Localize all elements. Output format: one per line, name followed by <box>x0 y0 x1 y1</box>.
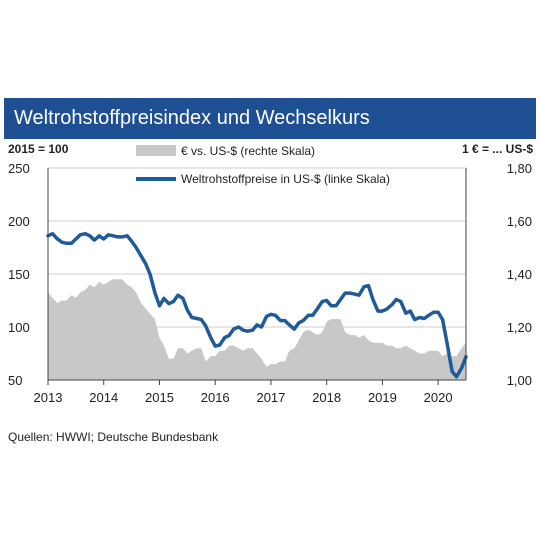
x-tick-label: 2016 <box>201 390 230 405</box>
x-tick-label: 2015 <box>145 390 174 405</box>
y-right-tick-label: 1,00 <box>507 373 532 388</box>
y-left-tick-label: 100 <box>8 320 30 335</box>
axes: 50 100 150 200 250 1,00 1,20 1,40 1,60 1,80 2013 20… <box>8 161 532 405</box>
chart-title: Weltrohstoffpreisindex und Wechselkurs <box>14 107 370 129</box>
chart-title-bar: Weltrohstoffpreisindex und Wechselkurs <box>4 98 536 139</box>
y-left-tick-label: 200 <box>8 214 30 229</box>
legend-label-eur-usd: € vs. US-$ (rechte Skala) <box>181 144 315 158</box>
x-tick-label: 2014 <box>89 390 118 405</box>
commodity-price-line <box>46 231 468 379</box>
legend-swatch-eur-usd <box>136 145 176 156</box>
y-right-tick-label: 1,60 <box>507 214 532 229</box>
x-tick-label: 2013 <box>34 390 63 405</box>
eur-usd-area <box>48 279 466 380</box>
y-right-tick-label: 1,80 <box>507 161 532 176</box>
source-note: Quellen: HWWI; Deutsche Bundesbank <box>8 430 219 444</box>
y-left-tick-label: 150 <box>8 267 30 282</box>
commodity-line-layer <box>46 231 468 379</box>
y-left-tick-label: 50 <box>8 373 22 388</box>
left-axis-unit-note: 2015 = 100 <box>8 142 69 156</box>
right-axis-unit-note: 1 € = ... US-$ <box>462 142 533 156</box>
x-tick-label: 2020 <box>424 390 453 405</box>
x-tick-label: 2019 <box>368 390 397 405</box>
y-right-tick-label: 1,40 <box>507 267 532 282</box>
y-right-tick-label: 1,20 <box>507 320 532 335</box>
legend: € vs. US-$ (rechte Skala) Weltrohstoffpr… <box>136 144 390 186</box>
x-tick-label: 2018 <box>312 390 341 405</box>
y-left-tick-label: 250 <box>8 161 30 176</box>
legend-label-commodity: Weltrohstoffpreise in US-$ (linke Skala) <box>181 172 390 186</box>
x-tick-label: 2017 <box>256 390 285 405</box>
eur-usd-area-layer <box>48 279 466 380</box>
